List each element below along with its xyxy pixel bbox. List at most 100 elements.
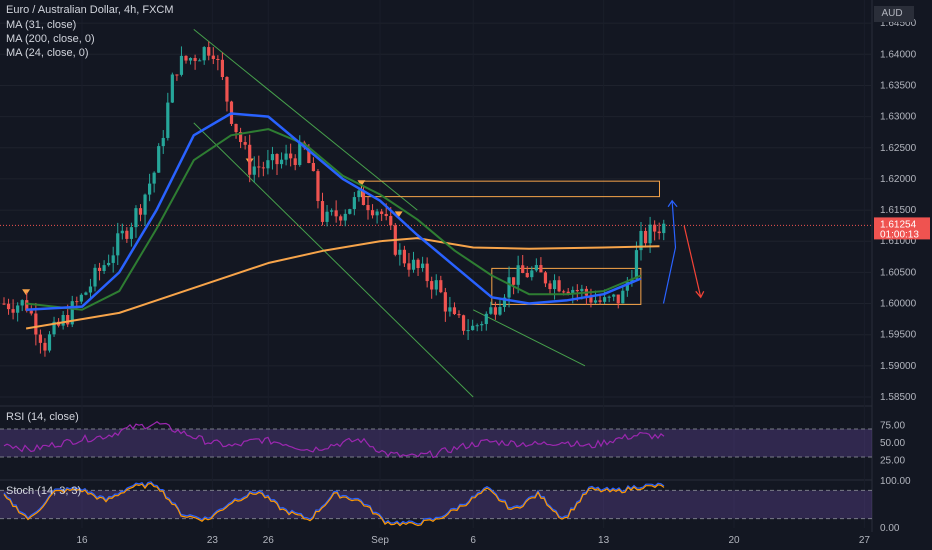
price-tick-label: 1.58500 bbox=[880, 392, 917, 403]
time-tick-label: Sep bbox=[371, 535, 389, 546]
candle bbox=[266, 149, 270, 175]
candle-body bbox=[61, 315, 65, 326]
candle bbox=[489, 301, 493, 315]
candle-body bbox=[289, 153, 293, 159]
candle bbox=[439, 275, 443, 294]
candle-body bbox=[11, 309, 15, 313]
candle-body bbox=[525, 272, 529, 278]
time-tick-label: 23 bbox=[207, 535, 219, 546]
candle-body bbox=[512, 277, 516, 285]
candle-body bbox=[29, 310, 33, 314]
candle bbox=[107, 254, 111, 267]
candle-body bbox=[348, 209, 352, 214]
signal-marker bbox=[357, 180, 366, 187]
candle-body bbox=[566, 291, 570, 295]
candle-body bbox=[616, 294, 620, 304]
candle-body bbox=[107, 262, 111, 266]
candle bbox=[11, 299, 15, 320]
candle-body bbox=[79, 294, 83, 302]
candle bbox=[170, 72, 174, 103]
candle bbox=[102, 260, 106, 274]
candle-body bbox=[175, 74, 179, 76]
rsi-title: RSI (14, close) bbox=[6, 411, 79, 423]
candle bbox=[375, 208, 379, 224]
candle-body bbox=[361, 190, 366, 206]
candle-body bbox=[152, 172, 156, 184]
signal-marker bbox=[22, 289, 31, 296]
candle-body bbox=[75, 301, 79, 303]
candle bbox=[20, 299, 24, 312]
candle bbox=[320, 192, 325, 226]
candle bbox=[416, 258, 420, 276]
ma200-line bbox=[25, 237, 660, 330]
candle-body bbox=[530, 270, 534, 278]
currency-badge bbox=[874, 6, 914, 22]
candle-body bbox=[452, 307, 457, 315]
candle-body bbox=[275, 154, 279, 165]
candle-body bbox=[557, 280, 561, 292]
candle bbox=[52, 316, 56, 337]
candle bbox=[43, 338, 47, 357]
candle-body bbox=[543, 272, 548, 284]
channel-lower-line bbox=[193, 122, 474, 398]
candle bbox=[543, 271, 548, 288]
candle bbox=[175, 74, 179, 81]
candle-body bbox=[207, 47, 211, 56]
candle bbox=[448, 296, 452, 317]
ma31-line bbox=[26, 112, 642, 312]
candle bbox=[348, 208, 352, 215]
candle bbox=[643, 227, 648, 248]
candle bbox=[339, 214, 343, 226]
candle-body bbox=[466, 330, 470, 332]
rsi-band bbox=[0, 429, 872, 457]
price-tick-label: 1.61000 bbox=[880, 236, 917, 247]
candle-body bbox=[202, 47, 206, 61]
channel-median-line bbox=[472, 309, 586, 367]
candle bbox=[471, 319, 475, 331]
price-tick-label: 1.59000 bbox=[880, 361, 917, 372]
candle bbox=[157, 143, 161, 173]
candle bbox=[116, 222, 120, 266]
candle bbox=[411, 251, 416, 273]
candle bbox=[248, 134, 252, 183]
candle bbox=[211, 47, 215, 65]
candle bbox=[457, 310, 461, 319]
candle-body bbox=[34, 313, 38, 335]
candle-body bbox=[366, 205, 370, 211]
candle-body bbox=[357, 190, 361, 198]
candle-body bbox=[603, 297, 607, 302]
candle-body bbox=[343, 213, 347, 221]
candle bbox=[138, 204, 143, 222]
time-tick-label: 26 bbox=[263, 535, 275, 546]
candle bbox=[334, 200, 338, 223]
candle bbox=[502, 294, 507, 312]
candle bbox=[352, 191, 356, 216]
candle-body bbox=[580, 288, 584, 292]
candle-body bbox=[534, 265, 538, 271]
candle bbox=[603, 289, 607, 305]
rsi-tick-label: 75.00 bbox=[880, 421, 905, 432]
candle-body bbox=[320, 201, 325, 222]
candle-body bbox=[84, 292, 88, 295]
candle bbox=[284, 144, 288, 166]
candle bbox=[466, 319, 470, 340]
time-tick-label: 27 bbox=[859, 535, 871, 546]
forecast-up-arrow bbox=[662, 200, 677, 304]
candle bbox=[129, 222, 133, 247]
candle-body bbox=[93, 267, 97, 287]
candle bbox=[16, 302, 20, 322]
candle bbox=[152, 171, 156, 193]
candle-body bbox=[88, 286, 93, 293]
ma24-line bbox=[26, 128, 642, 311]
candle-body bbox=[261, 167, 265, 169]
legend-ma200: MA (200, close, 0) bbox=[6, 33, 95, 45]
candle-body bbox=[562, 291, 566, 293]
price-tick-label: 1.59500 bbox=[880, 330, 917, 341]
candle-body bbox=[539, 265, 543, 273]
candle-body bbox=[434, 280, 438, 290]
candle bbox=[84, 291, 88, 296]
candle bbox=[289, 143, 293, 167]
candle bbox=[202, 46, 206, 65]
candle bbox=[498, 300, 502, 316]
